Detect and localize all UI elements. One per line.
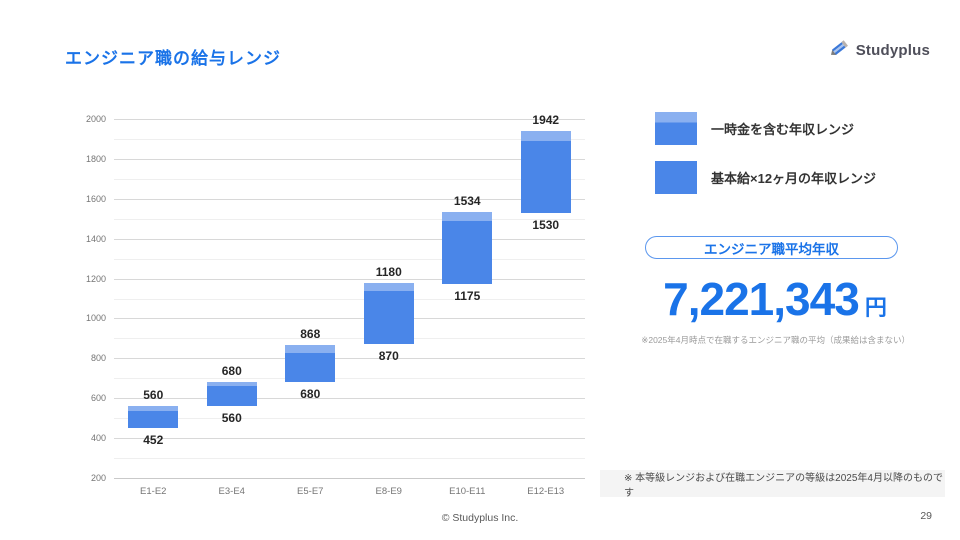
min-label-E5-E7: 680 <box>300 387 321 402</box>
gridline-1300 <box>114 258 585 260</box>
y-axis: 200 400 600 800 1000 1200 1400 1600 1800 2000 <box>62 114 106 483</box>
bar-band-E10-E11: 1534 1175 <box>428 119 507 478</box>
bar-band-E3-E4: 680 560 <box>193 119 272 478</box>
gridline-800 <box>114 358 585 360</box>
legend-label: 基本給×12ヶ月の年収レンジ <box>711 171 877 186</box>
gridline-300 <box>114 458 585 460</box>
legend-swatch-split-icon <box>655 112 697 145</box>
max-label-E3-E4: 680 <box>221 364 242 379</box>
range-bar-E3-E4 <box>206 382 257 407</box>
bar-band-E1-E2: 560 452 <box>114 119 193 478</box>
max-label-E5-E7: 868 <box>300 326 321 341</box>
gridline-1400 <box>114 238 585 240</box>
y-tick-1000: 1000 <box>85 313 106 324</box>
bonus-band-E12-E13 <box>520 130 571 141</box>
x-tick-E1-E2: E1-E2 <box>140 486 167 497</box>
min-label-E10-E11: 1175 <box>454 288 481 303</box>
bar-band-E12-E13: 1942 1530 <box>507 113 586 478</box>
legend-item-bonus-range: 一時金を含む年収レンジ <box>655 112 876 145</box>
x-tick-E8-E9: E8-E9 <box>375 486 402 497</box>
max-label-E10-E11: 1534 <box>453 193 481 208</box>
bar-band-E8-E9: 1180 870 <box>350 119 429 478</box>
gridline-1700 <box>114 178 585 180</box>
studyplus-logo: Studyplus <box>829 38 930 63</box>
y-tick-1400: 1400 <box>85 233 106 244</box>
plot-area: 560 452 680 560 868 680 1180 870 1534 1175 1942 153… <box>114 113 586 479</box>
gridline-1100 <box>114 298 585 300</box>
max-label-E1-E2: 560 <box>143 388 164 403</box>
x-axis: E1-E2 E3-E4 E5-E7 E8-E9 E10-E11 E12-E13 <box>114 486 585 497</box>
y-tick-1200: 1200 <box>85 273 106 284</box>
x-tick-E3-E4: E3-E4 <box>218 486 245 497</box>
y-tick-2000: 2000 <box>85 114 106 124</box>
bonus-band-E1-E2 <box>128 406 179 411</box>
gridline-1200 <box>114 278 585 280</box>
min-label-E3-E4: 560 <box>221 411 242 426</box>
gridline-1500 <box>114 218 585 220</box>
range-bar-E10-E11 <box>442 211 493 284</box>
legend-item-base-range: 基本給×12ヶ月の年収レンジ <box>655 161 876 194</box>
bonus-band-E8-E9 <box>363 282 414 291</box>
salary-range-chart: 200 400 600 800 1000 1200 1400 1600 1800 2000 560… <box>62 112 592 497</box>
x-tick-E12-E13: E12-E13 <box>527 486 565 497</box>
y-tick-600: 600 <box>90 393 106 404</box>
bonus-band-E10-E11 <box>442 211 493 221</box>
bonus-band-E3-E4 <box>206 382 257 387</box>
gridline-500 <box>114 418 585 420</box>
gridline-1900 <box>114 138 585 140</box>
legend-swatch-solid-icon <box>655 161 697 194</box>
range-bar-E8-E9 <box>363 282 414 345</box>
max-label-E12-E13: 1942 <box>532 112 560 127</box>
range-bar-E12-E13 <box>520 130 571 213</box>
y-tick-200: 200 <box>90 473 106 483</box>
gridline-1000 <box>114 318 585 320</box>
chart-legend: 一時金を含む年収レンジ 基本給×12ヶ月の年収レンジ <box>655 112 876 210</box>
gridline-200 <box>114 478 585 479</box>
grade-footnote: ※ 本等級レンジおよび在職エンジニアの等級は2025年4月以降のものです <box>600 470 945 499</box>
average-salary-value: 7,221,343 <box>663 273 860 325</box>
average-salary-number: 7,221,343 円 <box>640 272 910 326</box>
x-tick-E10-E11: E10-E11 <box>449 486 486 497</box>
footer-copyright: © Studyplus Inc. <box>441 512 519 524</box>
page-title: エンジニア職の給与レンジ <box>65 49 281 68</box>
gridline-700 <box>114 378 585 380</box>
min-label-E12-E13: 1530 <box>532 217 560 232</box>
logo-text: Studyplus <box>855 42 930 59</box>
page-number: 29 <box>920 510 932 522</box>
gridline-600 <box>114 398 585 400</box>
average-salary-badge: エンジニア職平均年収 <box>645 236 898 259</box>
gridline-400 <box>114 438 585 440</box>
gridline-900 <box>114 338 585 340</box>
y-tick-1800: 1800 <box>85 153 106 164</box>
max-label-E8-E9: 1180 <box>375 264 402 279</box>
average-salary-unit: 円 <box>864 295 887 320</box>
y-tick-400: 400 <box>90 433 106 444</box>
range-bar-E1-E2 <box>128 406 179 428</box>
bonus-band-E5-E7 <box>285 344 336 354</box>
average-salary-note: ※2025年4月時点で在職するエンジニア職の平均（成果給は含まない） <box>641 335 910 345</box>
gridline-1600 <box>114 198 585 200</box>
y-tick-800: 800 <box>90 353 106 364</box>
min-label-E1-E2: 452 <box>143 432 164 447</box>
gridline-2000 <box>114 119 585 120</box>
gridline-1800 <box>114 158 585 160</box>
min-label-E8-E9: 870 <box>378 349 399 364</box>
y-tick-1600: 1600 <box>85 193 106 204</box>
bar-bands: 560 452 680 560 868 680 1180 870 1534 1175 1942 153… <box>114 113 586 478</box>
pencil-icon <box>829 38 851 63</box>
legend-label: 一時金を含む年収レンジ <box>711 122 855 137</box>
range-bar-E5-E7 <box>285 344 336 383</box>
x-tick-E5-E7: E5-E7 <box>297 486 324 497</box>
bar-band-E5-E7: 868 680 <box>271 119 350 478</box>
